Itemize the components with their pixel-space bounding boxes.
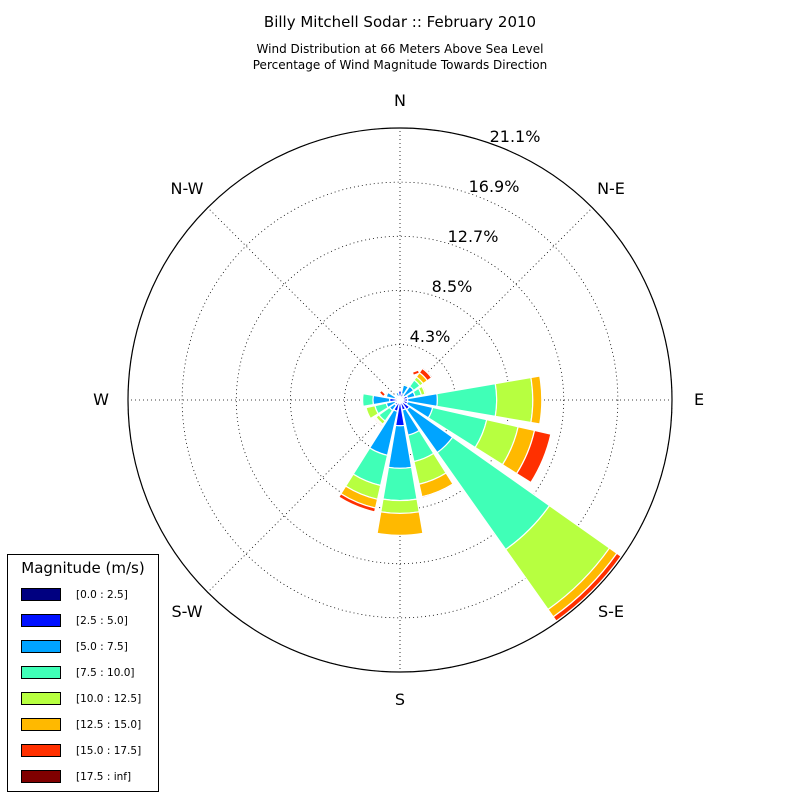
rose-bar: [421, 366, 434, 379]
direction-label: N: [394, 91, 406, 110]
rose-bar: [384, 391, 389, 398]
legend-label: [7.5 : 10.0]: [76, 667, 135, 679]
legend-swatch: [21, 718, 61, 731]
legend-swatch: [21, 770, 61, 783]
legend-label: [0.0 : 2.5]: [76, 589, 128, 601]
legend-swatch: [21, 640, 61, 653]
rose-bar: [402, 383, 410, 388]
legend-item: [17.5 : inf]: [21, 769, 141, 795]
rose-bar: [382, 466, 418, 502]
rose-bar: [365, 405, 379, 420]
legend-item: [7.5 : 10.0]: [21, 665, 141, 691]
subtitle-line-2: Percentage of Wind Magnitude Towards Dir…: [252, 58, 548, 72]
rose-bar: [516, 429, 552, 484]
direction-label: N-E: [597, 179, 625, 198]
direction-label: E: [694, 390, 704, 409]
outer-circle: [127, 127, 673, 673]
direction-label: S-E: [598, 602, 624, 621]
legend-items: [0.0 : 2.5] [2.5 : 5.0] [5.0 : 7.5] [7.5 : …: [21, 587, 141, 795]
legend-item: [5.0 : 7.5]: [21, 639, 141, 665]
rose-bar: [362, 393, 374, 407]
legend-swatch: [21, 744, 61, 757]
rose-bar: [552, 552, 622, 622]
legend-title: Magnitude (m/s): [21, 559, 145, 577]
radial-tick-label: 21.1%: [490, 127, 541, 146]
radial-tick-label: 4.3%: [410, 327, 451, 346]
rose-bar: [530, 375, 543, 425]
radial-tick-label: 16.9%: [469, 177, 520, 196]
rose-bar: [380, 498, 420, 514]
rose-bar: [494, 376, 534, 424]
radial-tick-label: 12.7%: [448, 227, 499, 246]
chart-subtitle: Wind Distribution at 66 Meters Above Sea…: [0, 41, 800, 73]
grid-circle: [235, 235, 565, 565]
legend-item: [12.5 : 15.0]: [21, 717, 141, 743]
legend-item: [10.0 : 12.5]: [21, 691, 141, 717]
legend-item: [2.5 : 5.0]: [21, 613, 141, 639]
legend-swatch: [21, 614, 61, 627]
direction-label: S: [395, 690, 405, 709]
legend-swatch: [21, 692, 61, 705]
direction-label: N-W: [171, 179, 204, 198]
rose-annotation-mark: [380, 391, 385, 396]
legend: Magnitude (m/s) [0.0 : 2.5] [2.5 : 5.0] [5…: [7, 554, 159, 792]
rose-bar: [421, 384, 427, 395]
subtitle-line-1: Wind Distribution at 66 Meters Above Sea…: [256, 42, 544, 56]
legend-item: [0.0 : 2.5]: [21, 587, 141, 613]
direction-label: S-W: [171, 602, 202, 621]
grid-circle: [181, 181, 619, 619]
radial-tick-label: 8.5%: [432, 277, 473, 296]
rose-annotation-mark: [413, 370, 419, 375]
rose-bar: [338, 493, 377, 513]
legend-swatch: [21, 666, 61, 679]
rose-bar: [373, 417, 383, 427]
legend-label: [15.0 : 17.5]: [76, 745, 142, 757]
rose-bar: [421, 483, 455, 499]
legend-label: [10.0 : 12.5]: [76, 693, 142, 705]
legend-label: [12.5 : 15.0]: [76, 719, 142, 731]
grid-spoke: [207, 207, 401, 401]
legend-item: [15.0 : 17.5]: [21, 743, 141, 769]
rose-bar: [395, 391, 400, 398]
legend-label: [2.5 : 5.0]: [76, 615, 128, 627]
direction-label: W: [93, 390, 109, 409]
chart-title: Billy Mitchell Sodar :: February 2010: [263, 13, 537, 31]
legend-swatch: [21, 588, 61, 601]
rose-bar: [376, 511, 424, 536]
legend-label: [17.5 : inf]: [76, 771, 132, 783]
legend-label: [5.0 : 7.5]: [76, 641, 128, 653]
